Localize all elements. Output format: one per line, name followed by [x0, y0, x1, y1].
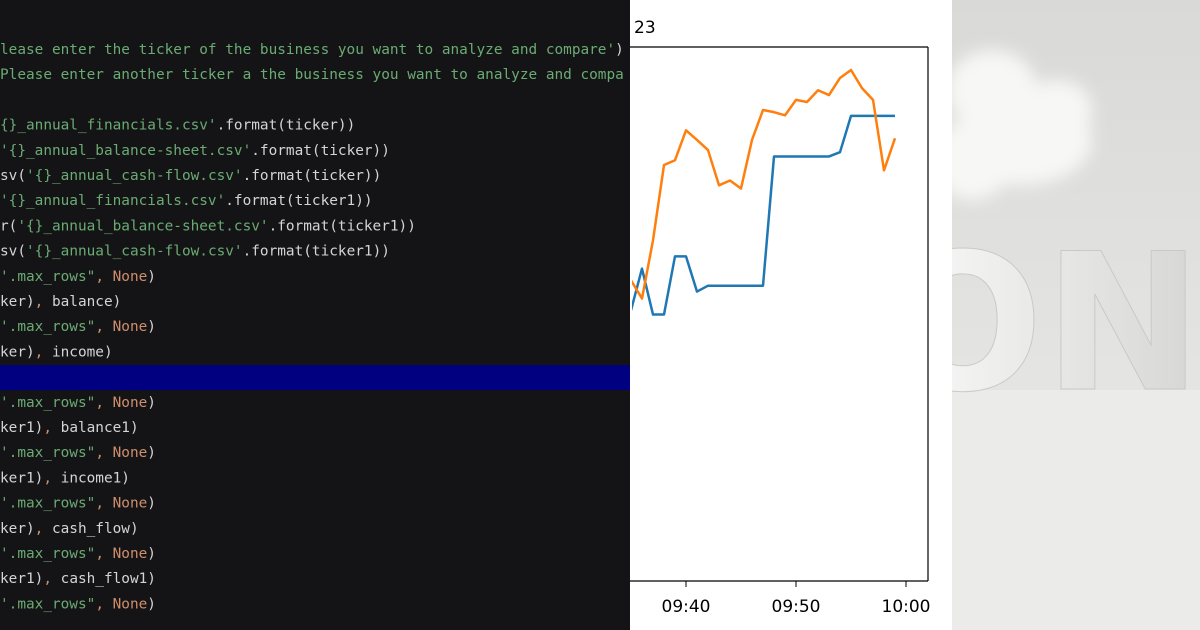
code-token: ) [147, 395, 156, 411]
code-token: , None [95, 596, 147, 612]
code-token: '.max_rows" [0, 395, 95, 411]
code-token: lease enter the ticker of the business y… [0, 42, 615, 58]
series-line [632, 68, 897, 300]
code-token: {}_annual_financials.csv' [0, 118, 217, 134]
code-token: ker) [0, 521, 35, 537]
floor [952, 390, 1200, 630]
code-line: '.max_rows", None) [0, 596, 156, 612]
code-line: lease enter the ticker of the business y… [0, 42, 624, 58]
code-token: ) [615, 42, 624, 58]
chart: 23 09:40 09:50 10:00 [630, 0, 952, 630]
code-line: '.max_rows", None) [0, 269, 156, 285]
code-token: '{}_annual_financials.csv' [0, 193, 225, 209]
code-token: ker1) [0, 420, 43, 436]
code-token: '.max_rows" [0, 269, 95, 285]
code-token: '{}_annual_cash-flow.csv' [26, 168, 243, 184]
highlighted-line [0, 365, 630, 391]
code-token: ) [147, 546, 156, 562]
chart-title: 23 [634, 18, 656, 38]
code-line: '.max_rows", None) [0, 496, 156, 512]
code-token: ker1) [0, 470, 43, 486]
code-token: , [35, 294, 52, 310]
code-line: '{}_annual_balance-sheet.csv'.format(tic… [0, 143, 390, 159]
code-token: sv( [0, 168, 26, 184]
code-token: Please enter another ticker a the busine… [0, 67, 624, 83]
x-tick-label: 10:00 [882, 597, 931, 617]
code-line: ker1), income1) [0, 470, 130, 486]
code-line: ker), income) [0, 344, 113, 360]
code-line: r('{}_annual_balance-sheet.csv'.format(t… [0, 218, 416, 234]
code-token: , [35, 344, 52, 360]
code-line: ker), balance) [0, 294, 121, 310]
x-tick-label: 09:40 [662, 597, 711, 617]
code-token: balance1) [61, 420, 139, 436]
code-token: , None [95, 496, 147, 512]
code-token: , None [95, 269, 147, 285]
code-token: '.max_rows" [0, 319, 95, 335]
code-token: income) [52, 344, 113, 360]
code-line: '.max_rows", None) [0, 319, 156, 335]
code-token: .format(ticker1)) [269, 218, 416, 234]
code-line: ker1), balance1) [0, 420, 139, 436]
code-line: '.max_rows", None) [0, 445, 156, 461]
code-token: '.max_rows" [0, 445, 95, 461]
code-token: , None [95, 546, 147, 562]
code-editor: lease enter the ticker of the business y… [0, 0, 630, 630]
code-token: '.max_rows" [0, 546, 95, 562]
code-token: , [43, 420, 60, 436]
code-token: ker) [0, 294, 35, 310]
code-token: .format(ticker1)) [225, 193, 372, 209]
code-token: ) [147, 496, 156, 512]
code-token: '{}_annual_balance-sheet.csv' [0, 143, 251, 159]
code-token: , [35, 521, 52, 537]
code-token: cash_flow1) [61, 571, 156, 587]
code-token: ) [147, 319, 156, 335]
plot-area [632, 68, 897, 316]
code-token: , [43, 470, 60, 486]
code-token: sv( [0, 244, 26, 260]
code-token: income1) [61, 470, 130, 486]
code-token: .format(ticker)) [243, 168, 382, 184]
code-token: cash_flow) [52, 521, 139, 537]
code-token: , None [95, 445, 147, 461]
code-token: .format(ticker)) [217, 118, 356, 134]
code-token: , [43, 571, 60, 587]
code-token: ker1) [0, 571, 43, 587]
code-token: '{}_annual_cash-flow.csv' [26, 244, 243, 260]
code-token: .format(ticker)) [251, 143, 390, 159]
code-line: '{}_annual_financials.csv'.format(ticker… [0, 193, 373, 209]
code-token: ) [147, 269, 156, 285]
cloud [952, 50, 1092, 200]
code-line: '.max_rows", None) [0, 395, 156, 411]
code-token: ) [147, 445, 156, 461]
x-tick-label: 09:50 [772, 597, 821, 617]
code-token: '{}_annual_balance-sheet.csv' [17, 218, 268, 234]
code-line: ker), cash_flow) [0, 521, 139, 537]
brand-text: ON [952, 213, 1200, 434]
code-token: ker) [0, 344, 35, 360]
code-line: '.max_rows", None) [0, 546, 156, 562]
code-token: r( [0, 218, 17, 234]
code-line: sv('{}_annual_cash-flow.csv'.format(tick… [0, 244, 390, 260]
code-token: balance) [52, 294, 121, 310]
photo: ON [952, 0, 1200, 630]
code-token: ) [147, 596, 156, 612]
code-line: ker1), cash_flow1) [0, 571, 156, 587]
series-line [632, 114, 895, 316]
code-line: {}_annual_financials.csv'.format(ticker)… [0, 118, 355, 134]
code-token: , None [95, 319, 147, 335]
code-line: Please enter another ticker a the busine… [0, 67, 624, 83]
code-token: .format(ticker1)) [243, 244, 390, 260]
code-token: , None [95, 395, 147, 411]
code-token: '.max_rows" [0, 496, 95, 512]
code-token: '.max_rows" [0, 596, 95, 612]
code-line: sv('{}_annual_cash-flow.csv'.format(tick… [0, 168, 381, 184]
